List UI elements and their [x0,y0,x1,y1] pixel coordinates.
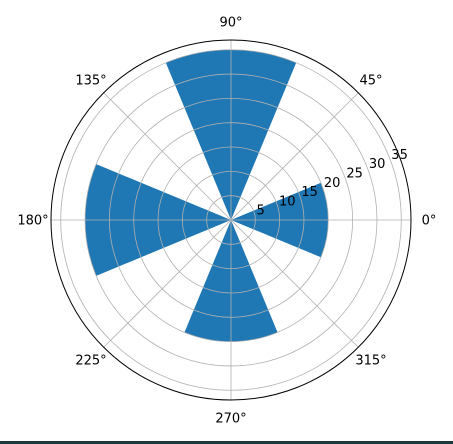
radial-tick-label-1: 10 [279,194,296,209]
radial-tick-label-0: 5 [256,204,264,219]
radial-tick-label-5: 30 [369,157,386,172]
radial-tick-label-2: 15 [301,185,318,200]
radial-tick-label-3: 20 [324,176,341,191]
angular-tick-label-0: 0° [422,214,437,229]
window-bottom-border [0,441,453,444]
angular-tick-label-7: 315° [355,354,386,369]
angular-tick-label-4: 180° [17,214,48,229]
angular-tick-label-2: 90° [219,16,242,31]
angular-tick-label-1: 45° [359,73,382,88]
polar-frame [50,39,412,401]
angular-gridline-1 [230,92,359,221]
angular-tick-label-6: 270° [215,412,246,427]
labels-layer: 0° 45° 90° 135° 180° 225° 270° 315° 5 10 15 20 25 30 3… [17,16,436,427]
grid-layer [50,39,412,401]
angular-gridline-5 [103,219,232,348]
angular-gridline-3 [103,92,232,221]
angular-gridline-7 [230,219,359,348]
radial-tick-label-4: 25 [346,166,363,181]
angular-tick-label-5: 225° [75,354,106,369]
radial-tick-label-6: 35 [391,148,408,163]
angular-tick-label-3: 135° [75,73,106,88]
